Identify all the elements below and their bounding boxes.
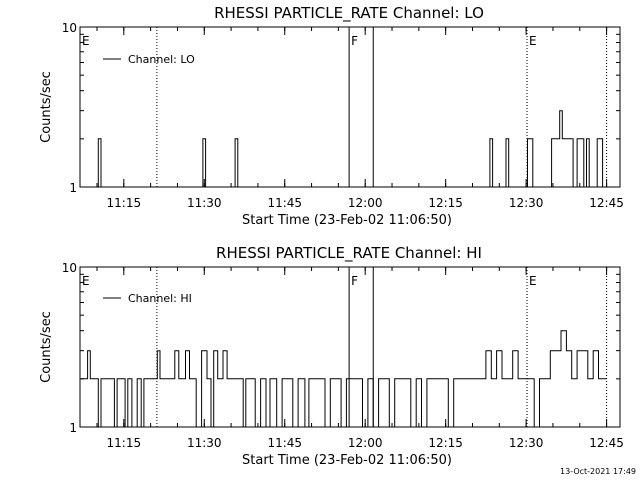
y-axis: Counts/sec 1 10	[39, 21, 620, 195]
chart-title: RHESSI PARTICLE_RATE Channel: HI	[216, 244, 482, 263]
y-axis-label: Counts/sec	[39, 71, 54, 143]
footer-timestamp: 13-Oct-2021 17:49	[560, 467, 636, 476]
x-tick-label: 12:15	[428, 196, 463, 210]
series-line-hi	[80, 330, 607, 428]
x-tick-label: 11:15	[107, 436, 142, 450]
x-tick-label: 12:45	[589, 436, 624, 450]
x-axis-label: Start Time (23-Feb-02 11:06:50)	[242, 453, 452, 468]
x-ticks: 11:15 11:30 11:45 12:00 12:15 12:30 12:45	[96, 267, 624, 450]
y-ticks: 1 10	[62, 261, 620, 435]
y-axis-label: Counts/sec	[39, 311, 54, 383]
x-tick-label: 12:00	[348, 196, 383, 210]
legend-label: Channel: HI	[128, 292, 192, 305]
y-tick-label: 10	[62, 21, 77, 35]
chart-panel-lo: RHESSI PARTICLE_RATE Channel: LO Counts/…	[39, 4, 624, 228]
chart-title: RHESSI PARTICLE_RATE Channel: LO	[214, 4, 484, 23]
x-tick-label: 12:45	[589, 196, 624, 210]
chart-panel-hi: RHESSI PARTICLE_RATE Channel: HI Counts/…	[39, 244, 624, 468]
x-ticks: 11:15 11:30 11:45 12:00 12:15 12:30 12:45	[96, 27, 624, 210]
plot-frame	[79, 26, 621, 188]
x-tick-label: 11:15	[107, 196, 142, 210]
marker-label: F	[351, 274, 358, 288]
plot-frame	[79, 266, 621, 428]
x-tick-label: 11:30	[187, 196, 222, 210]
y-tick-label: 10	[62, 261, 77, 275]
legend: Channel: HI	[103, 292, 192, 305]
y-tick-label: 1	[69, 181, 77, 195]
x-tick-label: 12:30	[509, 196, 544, 210]
legend-label: Channel: LO	[128, 53, 195, 66]
marker-label: F	[351, 34, 358, 48]
marker-label: E	[529, 274, 537, 288]
y-tick-label: 1	[69, 421, 77, 435]
x-tick-label: 12:15	[428, 436, 463, 450]
marker-label: E	[82, 274, 90, 288]
series-line-lo	[97, 110, 607, 188]
x-tick-label: 11:45	[267, 196, 302, 210]
x-tick-label: 11:45	[267, 436, 302, 450]
x-tick-label: 12:00	[348, 436, 383, 450]
legend: Channel: LO	[103, 53, 195, 66]
marker-label: E	[82, 34, 90, 48]
y-ticks: 1 10	[62, 21, 620, 195]
y-axis: Counts/sec 1 10	[39, 261, 620, 435]
x-axis-label: Start Time (23-Feb-02 11:06:50)	[242, 213, 452, 228]
marker-label: E	[529, 34, 537, 48]
x-tick-label: 12:30	[509, 436, 544, 450]
x-tick-label: 11:30	[187, 436, 222, 450]
